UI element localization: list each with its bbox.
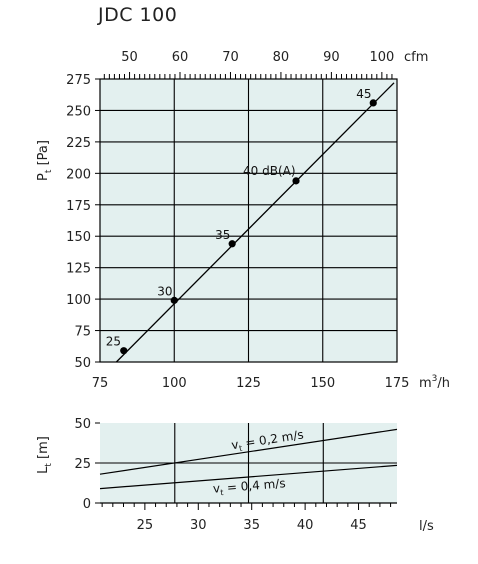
point-label: 25 [106,335,121,349]
throw-line-1 [99,428,398,475]
series-label: vt = 0,4 m/s [212,476,286,498]
y-tick-label-lower: 0 [83,497,91,512]
data-point [369,99,377,107]
x-tick-label-lower: 25 [137,518,154,533]
data-point [228,240,236,248]
y-tick-label: 150 [66,230,91,245]
top-tick-label: 60 [172,50,189,65]
y-tick-label: 225 [66,136,91,151]
throw-line-2 [99,464,398,490]
y-tick-label: 200 [66,167,91,182]
y-tick-label: 275 [66,73,91,88]
plot-frame [99,78,398,363]
y-tick-label: 175 [66,199,91,214]
point-label: 45 [356,87,371,101]
point-label: 40 dB(A) [243,164,296,178]
y-tick-label: 250 [66,104,91,119]
top-tick-label: 80 [273,50,290,65]
x-tick-label: 150 [310,376,335,391]
point-label: 30 [157,284,172,298]
x-axis-unit: m3/h [419,374,450,391]
x-tick-label: 125 [236,376,261,391]
y-tick-label-lower: 50 [74,417,91,432]
x-axis-unit-lower: l/s [419,519,434,534]
data-point [170,296,178,304]
data-point [292,177,300,185]
pressure-line [115,82,395,363]
x-tick-label-lower: 30 [190,518,207,533]
x-tick-label: 100 [162,376,187,391]
x-tick-label-lower: 40 [297,518,314,533]
top-axis-unit: cfm [404,50,428,65]
x-tick-label: 75 [92,376,109,391]
x-tick-label-lower: 45 [350,518,367,533]
y-tick-label-lower: 25 [74,457,91,472]
x-tick-label: 175 [385,376,410,391]
x-tick-label-lower: 35 [243,518,260,533]
y-tick-label: 125 [66,262,91,277]
top-tick-label: 90 [323,50,340,65]
y-axis-label-lower: Lt [m] [36,436,54,474]
chart-title: JDC 100 [98,4,178,26]
y-tick-label: 100 [66,293,91,308]
point-label: 35 [215,228,230,242]
top-tick-label: 100 [369,50,394,65]
data-point [120,347,128,355]
top-tick-label: 70 [222,50,239,65]
y-axis-label: Pt [Pa] [36,140,54,181]
y-tick-label: 50 [74,356,91,371]
y-tick-label: 75 [74,325,91,340]
top-tick-label: 50 [121,50,138,65]
